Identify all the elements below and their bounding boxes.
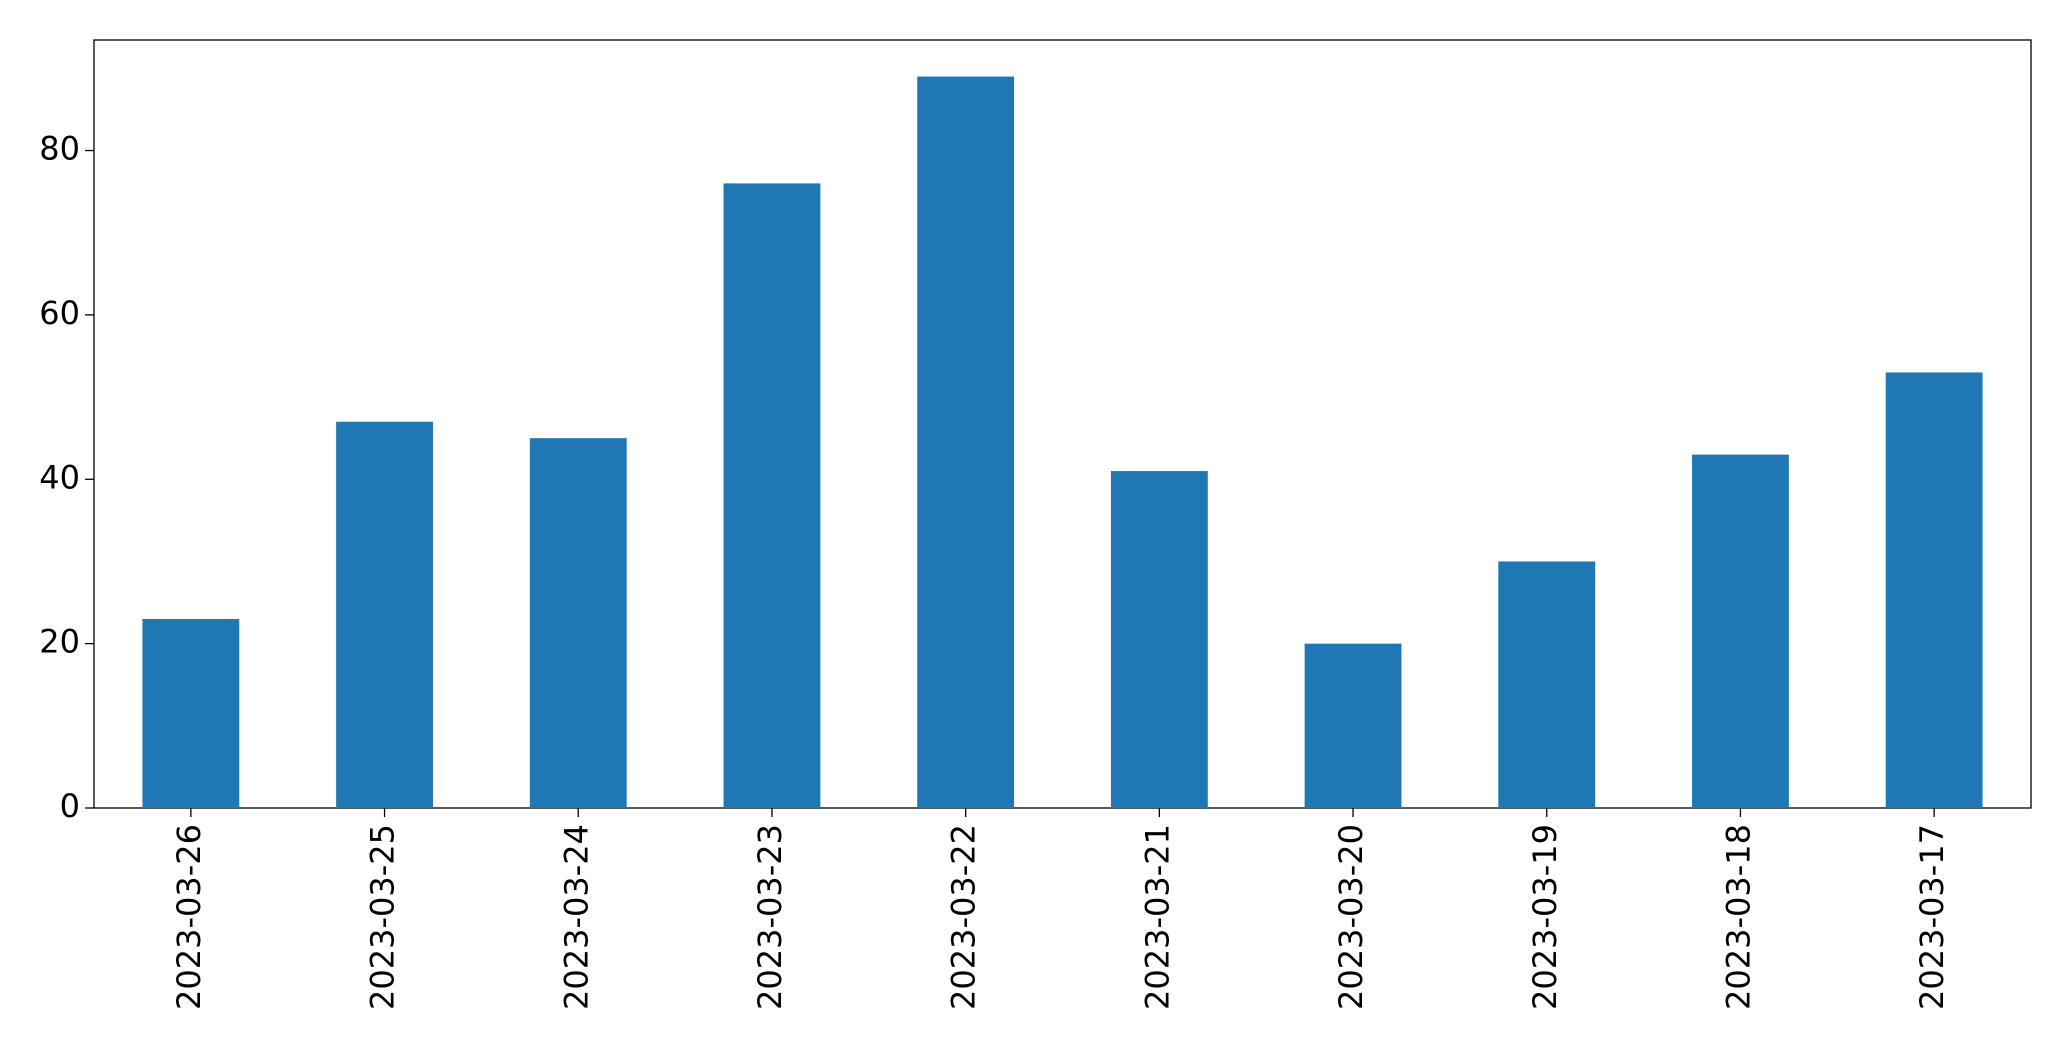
y-tick-label: 40 [39, 458, 80, 496]
axes-frame [93, 39, 2032, 809]
bar [1110, 471, 1208, 808]
x-tick-label: 2023-03-19 [1526, 824, 1564, 1010]
bar [723, 183, 821, 809]
y-tick-label: 60 [39, 294, 80, 332]
y-tick-label: 80 [39, 130, 80, 168]
bar [917, 76, 1015, 809]
x-tick-label: 2023-03-17 [1913, 824, 1951, 1010]
y-tick-label: 20 [39, 623, 80, 661]
bar [529, 438, 627, 808]
bar [1885, 372, 1983, 808]
x-tick-label: 2023-03-24 [557, 824, 595, 1010]
y-tick-label: 0 [60, 787, 80, 825]
bar [142, 618, 240, 808]
bar [1498, 561, 1596, 808]
x-tick-label: 2023-03-20 [1332, 824, 1370, 1010]
x-tick-label: 2023-03-26 [170, 824, 208, 1010]
x-tick-label: 2023-03-23 [751, 824, 789, 1010]
x-tick-label: 2023-03-25 [364, 824, 402, 1010]
x-tick-label: 2023-03-21 [1138, 824, 1176, 1010]
bar [1304, 643, 1402, 808]
x-tick-label: 2023-03-18 [1719, 824, 1757, 1010]
x-tick-label: 2023-03-22 [945, 824, 983, 1010]
bar [336, 421, 433, 808]
bar [1692, 454, 1789, 808]
